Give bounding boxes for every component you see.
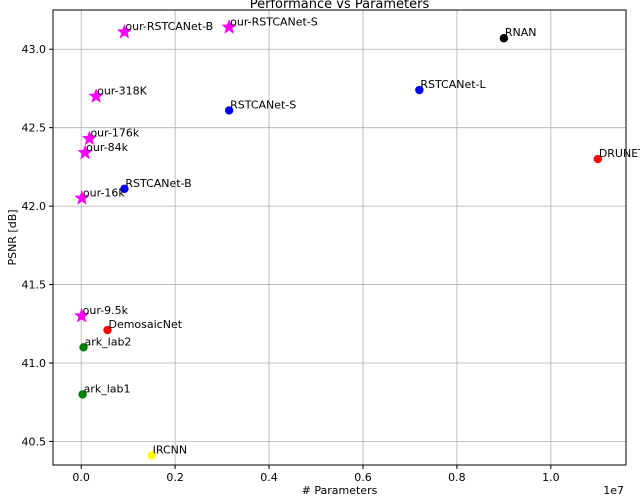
point-label: IRCNN — [153, 444, 187, 457]
circle-marker — [593, 154, 603, 164]
x-tick-label: 0.4 — [260, 471, 278, 484]
point-label: our-16k — [83, 186, 125, 199]
circle-marker — [78, 390, 87, 399]
x-axis-title: # Parameters — [302, 484, 378, 497]
point-label: RSTCANet-B — [125, 177, 191, 190]
circle-marker — [103, 325, 112, 335]
y-axis-ticks: 40.5 41.0 41.5 42.0 42.5 43.0 — [22, 43, 53, 448]
point-label: our-318K — [97, 84, 147, 97]
star-marker — [74, 190, 90, 205]
point-label: ark_lab2 — [85, 335, 132, 348]
circle-marker — [147, 451, 156, 460]
star-marker — [221, 19, 237, 34]
chart-title: Performance vs Parameters — [250, 0, 430, 12]
y-tick-label: 41.0 — [22, 357, 47, 370]
point-label: our-RSTCANet-S — [230, 15, 318, 28]
point-label: our-9.5k — [83, 304, 129, 317]
star-marker — [74, 307, 90, 323]
x-tick-label: 0.6 — [354, 471, 372, 484]
x-tick-label: 0.2 — [166, 471, 184, 484]
x-tick-label: 1.0 — [542, 471, 560, 484]
y-tick-label: 43.0 — [22, 43, 47, 56]
point-label: our-RSTCANet-B — [125, 20, 213, 33]
circle-marker — [415, 85, 424, 95]
point-label: RSTCANet-S — [230, 98, 296, 111]
x-axis-scale-exponent: 1e7 — [603, 484, 624, 497]
circle-marker — [499, 34, 509, 43]
circle-marker — [224, 106, 234, 115]
point-label: DRUNET — [599, 147, 640, 160]
point-label: DemosaicNet — [108, 318, 182, 331]
y-tick-label: 42.0 — [22, 200, 47, 213]
star-marker — [81, 130, 98, 146]
star-marker — [77, 144, 93, 160]
data-points — [74, 19, 603, 460]
circle-marker — [79, 343, 88, 352]
star-marker — [88, 88, 104, 103]
point-label: RSTCANet-L — [420, 78, 486, 91]
point-label: our-176k — [90, 127, 139, 140]
plot-area-frame — [52, 9, 627, 466]
circle-marker — [120, 184, 129, 194]
point-label: ark_lab1 — [84, 382, 131, 395]
y-axis-title: PSNR [dB] — [6, 209, 19, 265]
y-tick-label: 42.5 — [22, 122, 47, 135]
y-tick-label: 40.5 — [22, 435, 47, 448]
y-tick-label: 41.5 — [22, 279, 47, 292]
point-label: our-84k — [86, 141, 128, 154]
star-marker — [116, 23, 132, 39]
point-labels: our-RSTCANet-B our-RSTCANet-S our-318K our-… — [83, 15, 640, 456]
x-axis-ticks: 0.0 0.2 0.4 0.6 0.8 1.0 — [72, 465, 560, 484]
point-label: RNAN — [505, 26, 537, 39]
grid-lines — [53, 10, 626, 465]
x-tick-label: 0.0 — [72, 471, 90, 484]
x-tick-label: 0.8 — [448, 471, 466, 484]
